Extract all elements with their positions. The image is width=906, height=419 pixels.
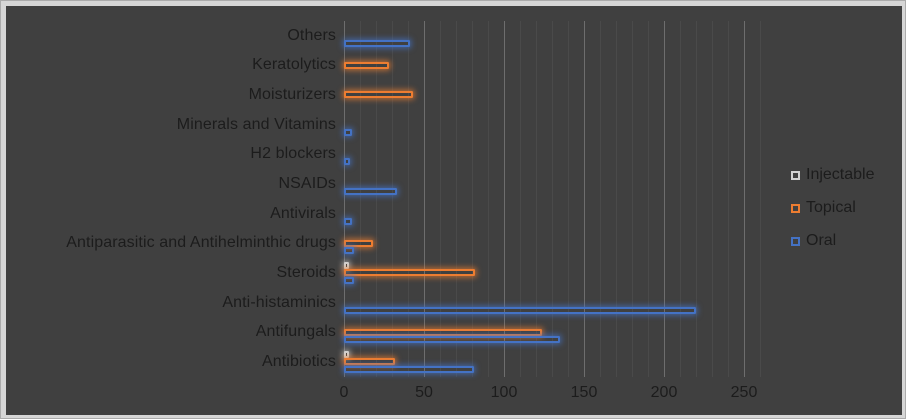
category-label: Others — [287, 26, 336, 44]
bar-oral[interactable] — [344, 306, 696, 314]
legend-item-oral[interactable]: Oral — [791, 230, 875, 252]
legend-label: Topical — [806, 199, 856, 216]
gridline — [408, 21, 409, 377]
gridline — [568, 21, 569, 377]
gridline — [728, 21, 729, 377]
bar-chart[interactable]: Others Keratolytics Moisturizers Minerals a… — [6, 6, 902, 415]
gridline — [360, 21, 361, 377]
gridline — [392, 21, 393, 377]
gridline — [472, 21, 473, 377]
gridline — [648, 21, 649, 377]
bar-injectable[interactable] — [344, 261, 349, 269]
legend-label: Oral — [806, 232, 837, 249]
x-tick-label: 200 — [650, 384, 678, 401]
gridline — [680, 21, 681, 377]
bar-topical[interactable] — [344, 269, 476, 277]
bar-oral[interactable] — [344, 128, 352, 136]
bar-oral[interactable] — [344, 217, 352, 225]
gridline — [504, 21, 505, 377]
legend: Injectable Topical Oral — [791, 164, 875, 263]
category-label: NSAIDs — [278, 175, 336, 193]
gridline — [616, 21, 617, 377]
x-tick-label: 0 — [339, 384, 349, 401]
bar-topical[interactable] — [344, 358, 396, 366]
gridline — [712, 21, 713, 377]
legend-swatch-icon — [791, 236, 800, 246]
category-label: Keratolytics — [252, 56, 336, 74]
category-label: Moisturizers — [248, 86, 336, 104]
category-label: Anti-histaminics — [222, 293, 336, 311]
gridline — [696, 21, 697, 377]
legend-item-injectable[interactable]: Injectable — [791, 164, 875, 186]
category-label: Antifungals — [255, 323, 336, 341]
bar-oral[interactable] — [344, 336, 560, 344]
bar-injectable[interactable] — [344, 350, 349, 358]
bar-oral[interactable] — [344, 365, 474, 373]
gridline — [456, 21, 457, 377]
gridline — [424, 21, 425, 377]
category-label: Antiparasitic and Antihelminthic drugs — [66, 234, 336, 252]
category-label: Antivirals — [270, 204, 336, 222]
category-label: Minerals and Vitamins — [176, 115, 336, 133]
x-tick-label: 250 — [730, 384, 758, 401]
legend-item-topical[interactable]: Topical — [791, 197, 875, 219]
gridline — [520, 21, 521, 377]
gridline — [744, 21, 745, 377]
category-label: Antibiotics — [261, 353, 336, 371]
x-tick-label: 100 — [490, 384, 518, 401]
legend-swatch-icon — [791, 203, 800, 213]
gridline — [632, 21, 633, 377]
category-label: Steroids — [276, 264, 336, 282]
category-label: H2 blockers — [250, 145, 336, 163]
gridline — [536, 21, 537, 377]
gridline — [344, 21, 345, 377]
bar-oral[interactable] — [344, 39, 410, 47]
gridline — [376, 21, 377, 377]
bar-topical[interactable] — [344, 91, 413, 99]
gridline — [600, 21, 601, 377]
bar-oral[interactable] — [344, 187, 397, 195]
bar-oral[interactable] — [344, 158, 351, 166]
x-tick-label: 50 — [415, 384, 433, 401]
gridline — [440, 21, 441, 377]
legend-label: Injectable — [806, 166, 875, 183]
legend-swatch-icon — [791, 170, 800, 180]
bar-oral[interactable] — [344, 247, 354, 255]
gridline — [488, 21, 489, 377]
bar-oral[interactable] — [344, 276, 354, 284]
bar-topical[interactable] — [344, 239, 373, 247]
gridline — [664, 21, 665, 377]
gridline — [760, 21, 761, 377]
x-tick-label: 150 — [570, 384, 598, 401]
gridline — [584, 21, 585, 377]
bar-topical[interactable] — [344, 328, 543, 336]
gridline — [552, 21, 553, 377]
bar-topical[interactable] — [344, 61, 389, 69]
